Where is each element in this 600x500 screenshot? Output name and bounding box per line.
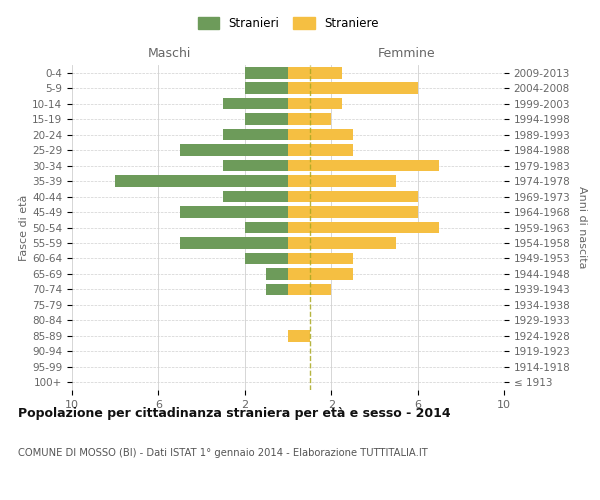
Bar xyxy=(266,268,288,280)
Bar xyxy=(245,67,288,78)
Bar xyxy=(288,237,396,249)
Bar xyxy=(288,330,310,342)
Bar xyxy=(288,67,342,78)
Bar xyxy=(288,252,353,264)
Text: Maschi: Maschi xyxy=(148,48,191,60)
Text: Femmine: Femmine xyxy=(378,48,436,60)
Bar xyxy=(288,144,353,156)
Bar xyxy=(115,176,288,187)
Bar xyxy=(288,206,418,218)
Bar xyxy=(245,222,288,234)
Bar xyxy=(223,190,288,202)
Y-axis label: Fasce di età: Fasce di età xyxy=(19,194,29,260)
Bar xyxy=(180,206,288,218)
Bar xyxy=(288,176,396,187)
Bar xyxy=(288,82,418,94)
Text: COMUNE DI MOSSO (BI) - Dati ISTAT 1° gennaio 2014 - Elaborazione TUTTITALIA.IT: COMUNE DI MOSSO (BI) - Dati ISTAT 1° gen… xyxy=(18,448,428,458)
Bar xyxy=(288,160,439,172)
Bar xyxy=(245,252,288,264)
Bar xyxy=(288,114,331,125)
Bar xyxy=(288,98,342,110)
Text: Popolazione per cittadinanza straniera per età e sesso - 2014: Popolazione per cittadinanza straniera p… xyxy=(18,408,451,420)
Bar xyxy=(288,129,353,140)
Bar xyxy=(288,222,439,234)
Legend: Stranieri, Straniere: Stranieri, Straniere xyxy=(191,11,385,36)
Bar xyxy=(288,284,331,295)
Bar xyxy=(266,284,288,295)
Bar xyxy=(180,237,288,249)
Bar xyxy=(288,268,353,280)
Y-axis label: Anni di nascita: Anni di nascita xyxy=(577,186,587,269)
Bar xyxy=(223,98,288,110)
Bar xyxy=(288,190,418,202)
Bar xyxy=(245,82,288,94)
Bar xyxy=(245,114,288,125)
Bar xyxy=(223,129,288,140)
Bar xyxy=(180,144,288,156)
Bar xyxy=(223,160,288,172)
